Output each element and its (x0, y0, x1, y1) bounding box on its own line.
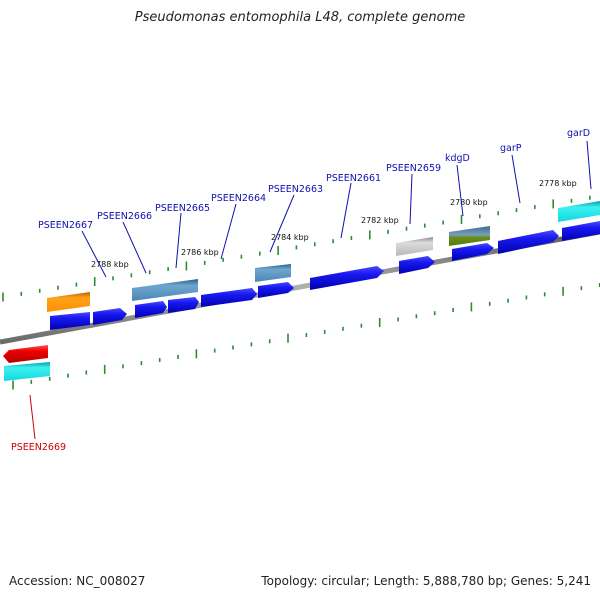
gene-track-forward[interactable] (50, 221, 600, 330)
genome-summary: Topology: circular; Length: 5,888,780 bp… (261, 574, 591, 588)
gene-feature-orange[interactable] (47, 292, 90, 312)
gene-arrow-reverse[interactable] (3, 345, 48, 363)
gene-label-garP[interactable]: garP (500, 143, 522, 154)
gene-track-reverse[interactable] (3, 345, 48, 363)
gene-label-PSEEN2665[interactable]: PSEEN2665 (155, 203, 210, 214)
scale-label-2780: 2780 kbp (450, 198, 488, 207)
gene-label-PSEEN2661[interactable]: PSEEN2661 (326, 173, 381, 184)
scale-labels: 2778 kbp 2780 kbp 2782 kbp 2784 kbp 2786… (91, 179, 577, 269)
gene-label-PSEEN2663[interactable]: PSEEN2663 (268, 184, 323, 195)
gene-arrow[interactable] (562, 221, 600, 241)
gene-labels: garD garP kdgD PSEEN2659 PSEEN2661 PSEEN… (11, 128, 590, 453)
gene-feature-cyan-top[interactable] (558, 201, 600, 222)
scale-label-2788: 2788 kbp (91, 260, 129, 269)
gene-feature-olive[interactable] (449, 226, 490, 246)
gene-arrow[interactable] (498, 230, 559, 254)
gene-arrow[interactable] (93, 308, 127, 325)
gene-arrow[interactable] (168, 297, 199, 313)
gene-label-kdgD[interactable]: kdgD (445, 153, 470, 164)
scale-label-2778: 2778 kbp (539, 179, 577, 188)
gene-arrow[interactable] (258, 282, 294, 298)
gene-label-PSEEN2669[interactable]: PSEEN2669 (11, 442, 66, 453)
accession-text: Accession: NC_008027 (9, 574, 146, 588)
gene-label-garD[interactable]: garD (567, 128, 590, 139)
gene-label-PSEEN2666[interactable]: PSEEN2666 (97, 211, 152, 222)
scale-label-2786: 2786 kbp (181, 248, 219, 257)
gene-arrow[interactable] (50, 312, 90, 330)
label-leaders (29, 140, 592, 440)
tick-track-lower (12, 283, 600, 390)
gene-feature-steel-2[interactable] (255, 264, 291, 282)
gene-arrow[interactable] (452, 243, 494, 261)
tick-track-upper (2, 195, 591, 302)
gene-feature-cyan-left[interactable] (4, 362, 50, 381)
gene-label-PSEEN2664[interactable]: PSEEN2664 (211, 193, 266, 204)
gene-feature-gray[interactable] (396, 237, 433, 256)
gene-arrow[interactable] (201, 288, 257, 307)
scale-label-2784: 2784 kbp (271, 233, 309, 242)
gene-label-PSEEN2667[interactable]: PSEEN2667 (38, 220, 93, 231)
gene-arrow[interactable] (399, 256, 435, 274)
scale-label-2782: 2782 kbp (361, 216, 399, 225)
gene-track-features[interactable] (4, 201, 600, 381)
gene-arrow[interactable] (310, 266, 384, 290)
gene-arrow[interactable] (135, 301, 167, 318)
map-title: Pseudomonas entomophila L48, complete ge… (134, 10, 466, 25)
gene-feature-steel-1[interactable] (132, 279, 198, 301)
gene-label-PSEEN2659[interactable]: PSEEN2659 (386, 163, 441, 174)
